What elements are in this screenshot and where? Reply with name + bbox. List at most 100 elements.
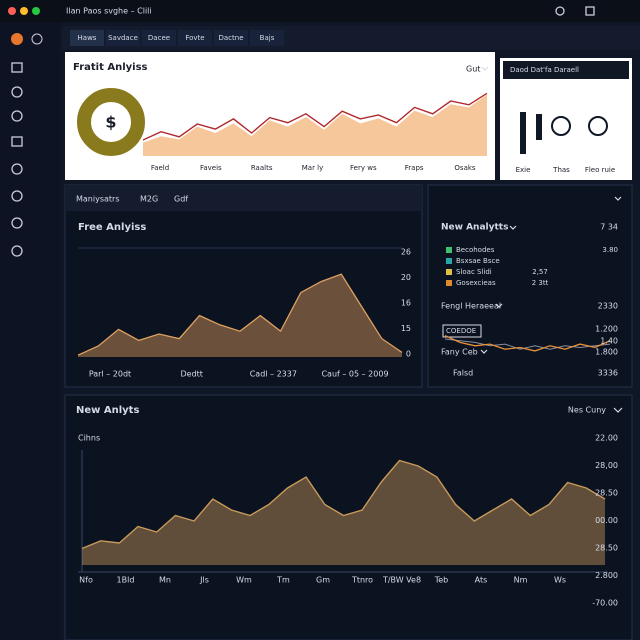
legend-value: 3.80: [602, 246, 618, 254]
panel-title: New Analytts: [441, 223, 508, 233]
top-icon[interactable]: [585, 6, 595, 16]
panel-title: New Anlyts: [76, 405, 139, 416]
tab[interactable]: [70, 30, 104, 46]
tab-label[interactable]: Fovte: [185, 34, 204, 42]
close-button[interactable]: [8, 7, 16, 15]
chevron: [614, 196, 622, 201]
y-tick-label: 28,00: [595, 461, 618, 470]
line: [444, 338, 611, 350]
row-value: 2330: [598, 302, 618, 311]
x-tick-label: Gm: [316, 576, 330, 585]
menu[interactable]: Gut: [466, 65, 480, 74]
panel-title: Fratit Anlyiss: [73, 62, 148, 73]
sidebar-icon[interactable]: [11, 163, 23, 175]
x-tick-label: Raalts: [251, 164, 273, 172]
ring-icon: [588, 116, 608, 136]
sidebar-icon[interactable]: [11, 245, 23, 257]
window-title: Ilan Paos svghe – Clili: [66, 7, 152, 16]
maximize-button[interactable]: [32, 7, 40, 15]
chevron: [509, 225, 517, 230]
donut: [77, 88, 145, 156]
legend-label: Becohodes: [456, 246, 495, 254]
tab-label[interactable]: Savdace: [108, 34, 138, 42]
sidebar-icon[interactable]: [11, 217, 23, 229]
legend-label: Sloac Slidi: [456, 268, 492, 276]
row-value: 1.40: [600, 337, 618, 346]
x-tick-label: Wm: [236, 576, 252, 585]
panel-tab[interactable]: M2G: [140, 195, 158, 204]
tab[interactable]: [142, 30, 176, 46]
row-value: 1.200: [595, 325, 618, 334]
x-tick-label: Cauf – 05 – 2009: [321, 370, 388, 379]
x-tick-label: Jls: [199, 576, 209, 585]
legend-label: Bsxsae Bsce: [456, 257, 500, 265]
footer-label: Falsd: [453, 369, 473, 378]
tab[interactable]: [106, 30, 140, 46]
legend-value: 2,57: [532, 268, 548, 276]
badge-box: [442, 324, 482, 338]
x-tick-label: Ttnro: [351, 576, 373, 585]
ring-icon: [551, 116, 571, 136]
side-label: Fleo ruie: [585, 166, 615, 174]
title-bar: [0, 0, 640, 22]
tab-label[interactable]: Dacee: [148, 34, 170, 42]
row-value: 1.800: [595, 348, 618, 357]
bar-icon: [520, 112, 526, 154]
sidebar-icon[interactable]: [11, 110, 23, 122]
x-tick-label: Faeld: [151, 164, 169, 172]
tab[interactable]: [250, 30, 284, 46]
y-tick-label: 28.50: [595, 544, 618, 553]
free-tabs: [65, 185, 422, 211]
area: [78, 274, 402, 357]
sidebar-icon[interactable]: [11, 136, 23, 147]
side-label: Exie: [516, 166, 531, 174]
tab[interactable]: [178, 30, 212, 46]
x-tick-label: Mar ly: [302, 164, 324, 172]
y-tick-label: 22.00: [595, 434, 618, 443]
sidebar-icon[interactable]: [11, 86, 23, 98]
line: [142, 92, 488, 141]
tab-label[interactable]: Haws: [78, 34, 97, 42]
analytics-panel: [427, 184, 633, 388]
top-icon[interactable]: [555, 6, 565, 16]
chevron: [481, 66, 489, 71]
logo: [11, 33, 23, 45]
y-tick-label: 0: [406, 350, 411, 359]
x-tick-label: Fraps: [405, 164, 424, 172]
x-tick-label: Nm: [514, 576, 528, 585]
minimize-button[interactable]: [20, 7, 28, 15]
x-tick-label: Fery ws: [350, 164, 377, 172]
sidebar-icon[interactable]: [11, 190, 23, 202]
sidebar-icon[interactable]: [31, 33, 43, 45]
chevron: [480, 349, 488, 354]
subtitle: Cihns: [78, 434, 100, 443]
x-tick-label: Dedtt: [180, 370, 202, 379]
panel-title: Free Anlyiss: [78, 222, 146, 233]
sidebar-icon[interactable]: [11, 62, 23, 73]
x-tick-label: Parl – 20dt: [89, 370, 131, 379]
chevron: [495, 303, 503, 308]
tab-label[interactable]: Bajs: [260, 34, 275, 42]
chevron: [613, 407, 623, 413]
legend-swatch: [446, 269, 452, 275]
bottom-panel: [64, 394, 633, 640]
panel-tab[interactable]: Maniysatrs: [76, 195, 120, 204]
y-tick-label: 16: [401, 299, 411, 308]
panel-tab[interactable]: Gdf: [174, 195, 188, 204]
row-label: Fany Ceb: [441, 348, 478, 357]
legend-swatch: [446, 247, 452, 253]
tab-label[interactable]: Dactne: [218, 34, 243, 42]
x-tick-label: Cadl – 2337: [250, 370, 297, 379]
menu[interactable]: Nes Cuny: [568, 406, 606, 415]
sidebar: [0, 22, 60, 640]
x-tick-label: Faveis: [200, 164, 222, 172]
side-label: Thas: [552, 166, 570, 174]
legend-value: 2 3tt: [532, 279, 549, 287]
area: [82, 460, 605, 565]
y-tick-label: 2.800: [595, 571, 618, 580]
line: [142, 94, 488, 144]
tab[interactable]: [214, 30, 248, 46]
side-panel-header: [503, 61, 629, 79]
side-panel-title: Daod Dat'fa Daraell: [510, 66, 579, 74]
